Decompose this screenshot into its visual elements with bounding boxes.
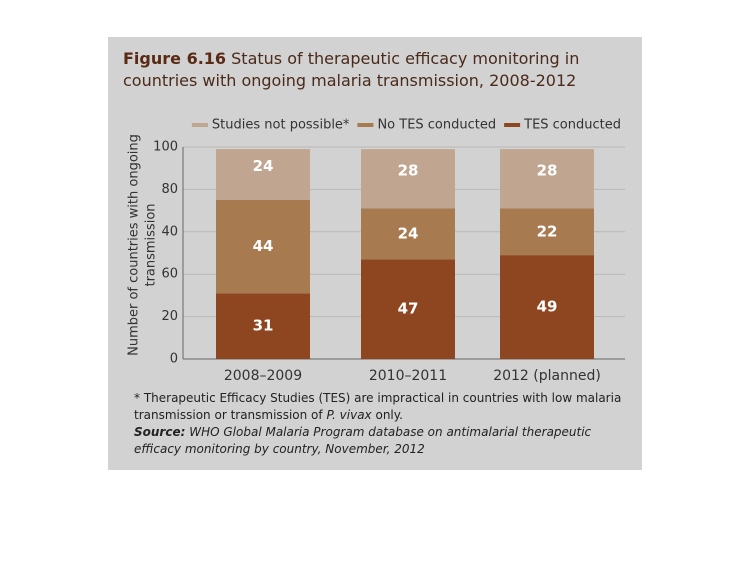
- y-tick-label: 60: [161, 267, 178, 282]
- y-tick-label: 0: [170, 352, 178, 367]
- notes: * Therapeutic Efficacy Studies (TES) are…: [134, 390, 634, 458]
- value-label: 49: [537, 298, 558, 316]
- y-tick-label: 80: [161, 182, 178, 197]
- x-tick-label: 2010–2011: [369, 368, 447, 384]
- y-tick-label: 100: [153, 140, 178, 155]
- value-label: 31: [253, 317, 274, 335]
- source-text: WHO Global Malaria Program database on a…: [134, 425, 592, 456]
- value-label: 28: [537, 161, 558, 179]
- bar-segment: [361, 149, 455, 209]
- footnote-text: * Therapeutic Efficacy Studies (TES) are…: [134, 391, 622, 422]
- value-label: 24: [398, 224, 419, 242]
- title: Figure 6.16 Status of therapeutic effica…: [123, 48, 633, 92]
- title-text: Status of therapeutic efficacy monitorin…: [123, 49, 580, 90]
- source-label: Source:: [134, 425, 186, 439]
- bar-segment: [361, 259, 455, 359]
- x-tick-label: 2008–2009: [224, 368, 302, 384]
- footnote-end: only.: [375, 408, 403, 422]
- footnote: * Therapeutic Efficacy Studies (TES) are…: [134, 390, 634, 424]
- bar-segment: [500, 255, 594, 359]
- x-tick-label: 2012 (planned): [493, 368, 601, 384]
- bar-segment: [500, 149, 594, 209]
- value-label: 47: [398, 300, 419, 318]
- y-tick-label: 20: [161, 309, 178, 324]
- y-tick-label: 40: [161, 224, 178, 239]
- bar-segment: [500, 208, 594, 256]
- footnote-italic: P. vivax: [326, 408, 372, 422]
- title-label: Figure 6.16: [123, 49, 227, 68]
- y-axis-label: transmission: [144, 203, 159, 286]
- value-label: 24: [253, 157, 274, 175]
- legend-label: TES conducted: [523, 118, 621, 133]
- value-label: 28: [398, 161, 419, 179]
- legend-swatch: [191, 123, 208, 127]
- legend-swatch: [357, 123, 374, 127]
- value-label: 44: [253, 237, 274, 255]
- legend-label: No TES conducted: [377, 118, 496, 133]
- source: Source: WHO Global Malaria Program datab…: [134, 424, 634, 458]
- legend-label: Studies not possible*: [212, 118, 350, 133]
- bar-segment: [216, 149, 310, 200]
- value-label: 22: [537, 222, 558, 240]
- bar-segment: [216, 293, 310, 359]
- legend-swatch: [504, 123, 521, 127]
- bar-segment: [216, 200, 310, 294]
- y-axis-label: Number of countries with ongoing: [127, 134, 142, 356]
- bar-segment: [361, 208, 455, 260]
